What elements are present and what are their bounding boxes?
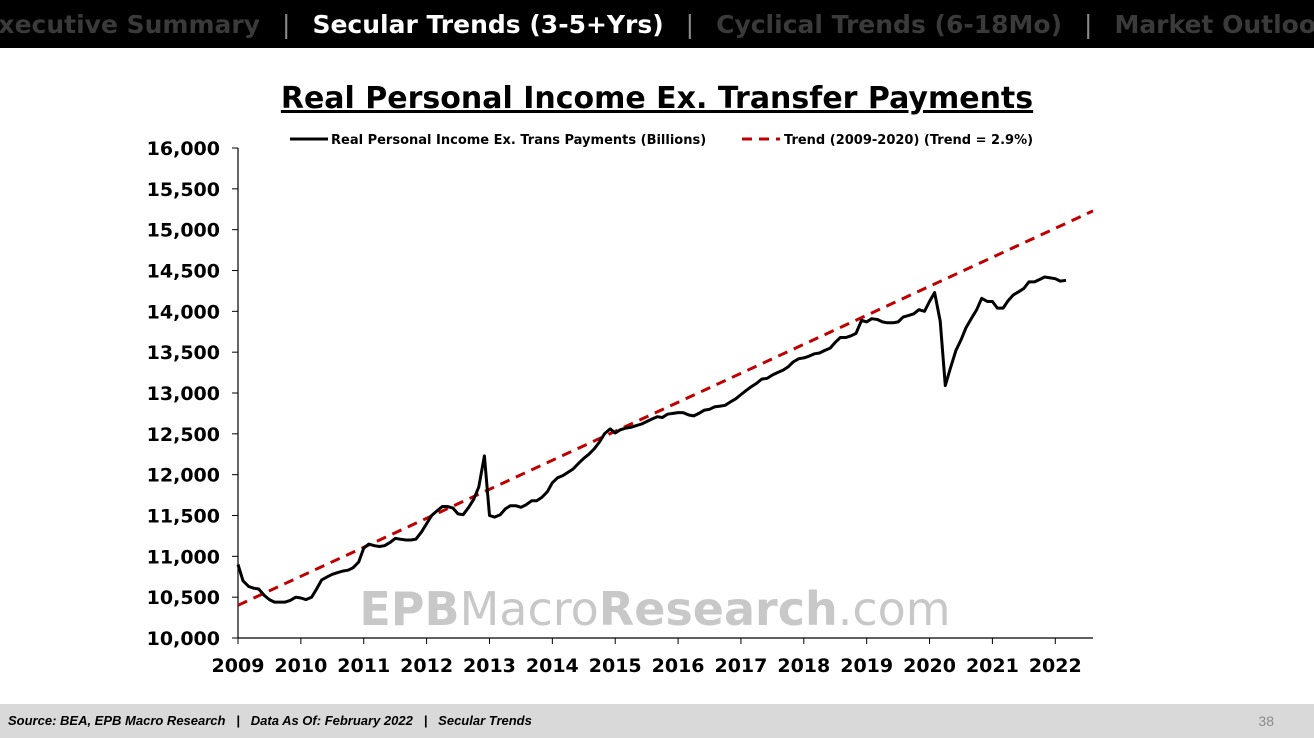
footer-bar: Source: BEA, EPB Macro Research | Data A… xyxy=(0,704,1314,738)
x-tick-label: 2022 xyxy=(1029,655,1082,677)
chart-legend: Real Personal Income Ex. Trans Payments … xyxy=(290,133,1033,148)
y-tick-label: 15,000 xyxy=(147,220,220,242)
x-tick-label: 2021 xyxy=(966,655,1019,677)
y-tick-label: 12,500 xyxy=(147,424,220,446)
legend-label-actual: Real Personal Income Ex. Trans Payments … xyxy=(331,133,706,148)
watermark: EPBMacroResearch.com xyxy=(359,582,950,636)
x-tick-label: 2012 xyxy=(400,655,453,677)
x-tick-label: 2020 xyxy=(903,655,956,677)
y-tick-label: 11,000 xyxy=(147,546,220,568)
chart-series xyxy=(236,209,1094,607)
x-tick-label: 2015 xyxy=(589,655,642,677)
nav-tab-cyclical-trends-6-18mo[interactable]: Cyclical Trends (6-18Mo) xyxy=(716,9,1062,39)
footer-source-text: Source: BEA, EPB Macro Research | Data A… xyxy=(8,713,532,728)
income-series-line xyxy=(236,275,1067,604)
x-tick-label: 2018 xyxy=(777,655,830,677)
y-tick-label: 11,500 xyxy=(147,506,220,528)
trend-series-line xyxy=(237,209,1094,607)
watermark-part2: Macro xyxy=(460,582,599,636)
y-tick-label: 14,500 xyxy=(147,261,220,283)
nav-tab-market-outlook[interactable]: Market Outlook xyxy=(1114,9,1314,39)
x-tick-label: 2014 xyxy=(526,655,579,677)
y-tick-label: 16,000 xyxy=(147,138,220,160)
x-tick-label: 2011 xyxy=(337,655,390,677)
x-axis-ticks: 2009 2010 2011 2012 2013 2014 2015 2016 2017 2018… xyxy=(212,638,1082,677)
x-tick-label: 2010 xyxy=(274,655,327,677)
chart-title: Real Personal Income Ex. Transfer Paymen… xyxy=(281,81,1033,116)
y-tick-label: 13,000 xyxy=(147,383,220,405)
nav-separator: | xyxy=(685,9,695,39)
x-tick-label: 2017 xyxy=(714,655,767,677)
y-tick-label: 14,000 xyxy=(147,301,220,323)
y-tick-label: 15,500 xyxy=(147,179,220,201)
nav-tab-secular-trends-3-5-yrs[interactable]: Secular Trends (3-5+Yrs) xyxy=(312,9,664,39)
nav-tab-executive-summary[interactable]: Executive Summary xyxy=(0,9,261,39)
x-tick-label: 2013 xyxy=(463,655,516,677)
y-tick-label: 10,000 xyxy=(147,628,220,650)
legend-label-trend: Trend (2009-2020) (Trend = 2.9%) xyxy=(784,133,1033,148)
y-tick-label: 12,000 xyxy=(147,465,220,487)
nav-separator: | xyxy=(282,9,291,39)
page-number: 38 xyxy=(1258,713,1274,729)
watermark-part4: .com xyxy=(838,582,951,636)
x-tick-label: 2016 xyxy=(652,655,705,677)
top-navigation-bar: Executive Summary | Secular Trends (3-5+Yr… xyxy=(0,0,1314,48)
x-tick-label: 2019 xyxy=(840,655,893,677)
y-tick-label: 10,500 xyxy=(147,587,220,609)
watermark-part1: EPB xyxy=(359,582,459,636)
y-tick-label: 13,500 xyxy=(147,342,220,364)
y-axis-ticks: 10,000 10,500 11,000 11,500 12,000 12,500 13,0… xyxy=(147,138,238,650)
watermark-part3: Research xyxy=(599,582,838,636)
nav-separator: | xyxy=(1084,9,1093,39)
chart-axes xyxy=(237,148,1093,639)
chart-area: Real Personal Income Ex. Transfer Paymen… xyxy=(147,81,1094,677)
svg-text:EPBMacroResearch.com: EPBMacroResearch.com xyxy=(359,582,950,636)
x-tick-label: 2009 xyxy=(212,655,265,677)
